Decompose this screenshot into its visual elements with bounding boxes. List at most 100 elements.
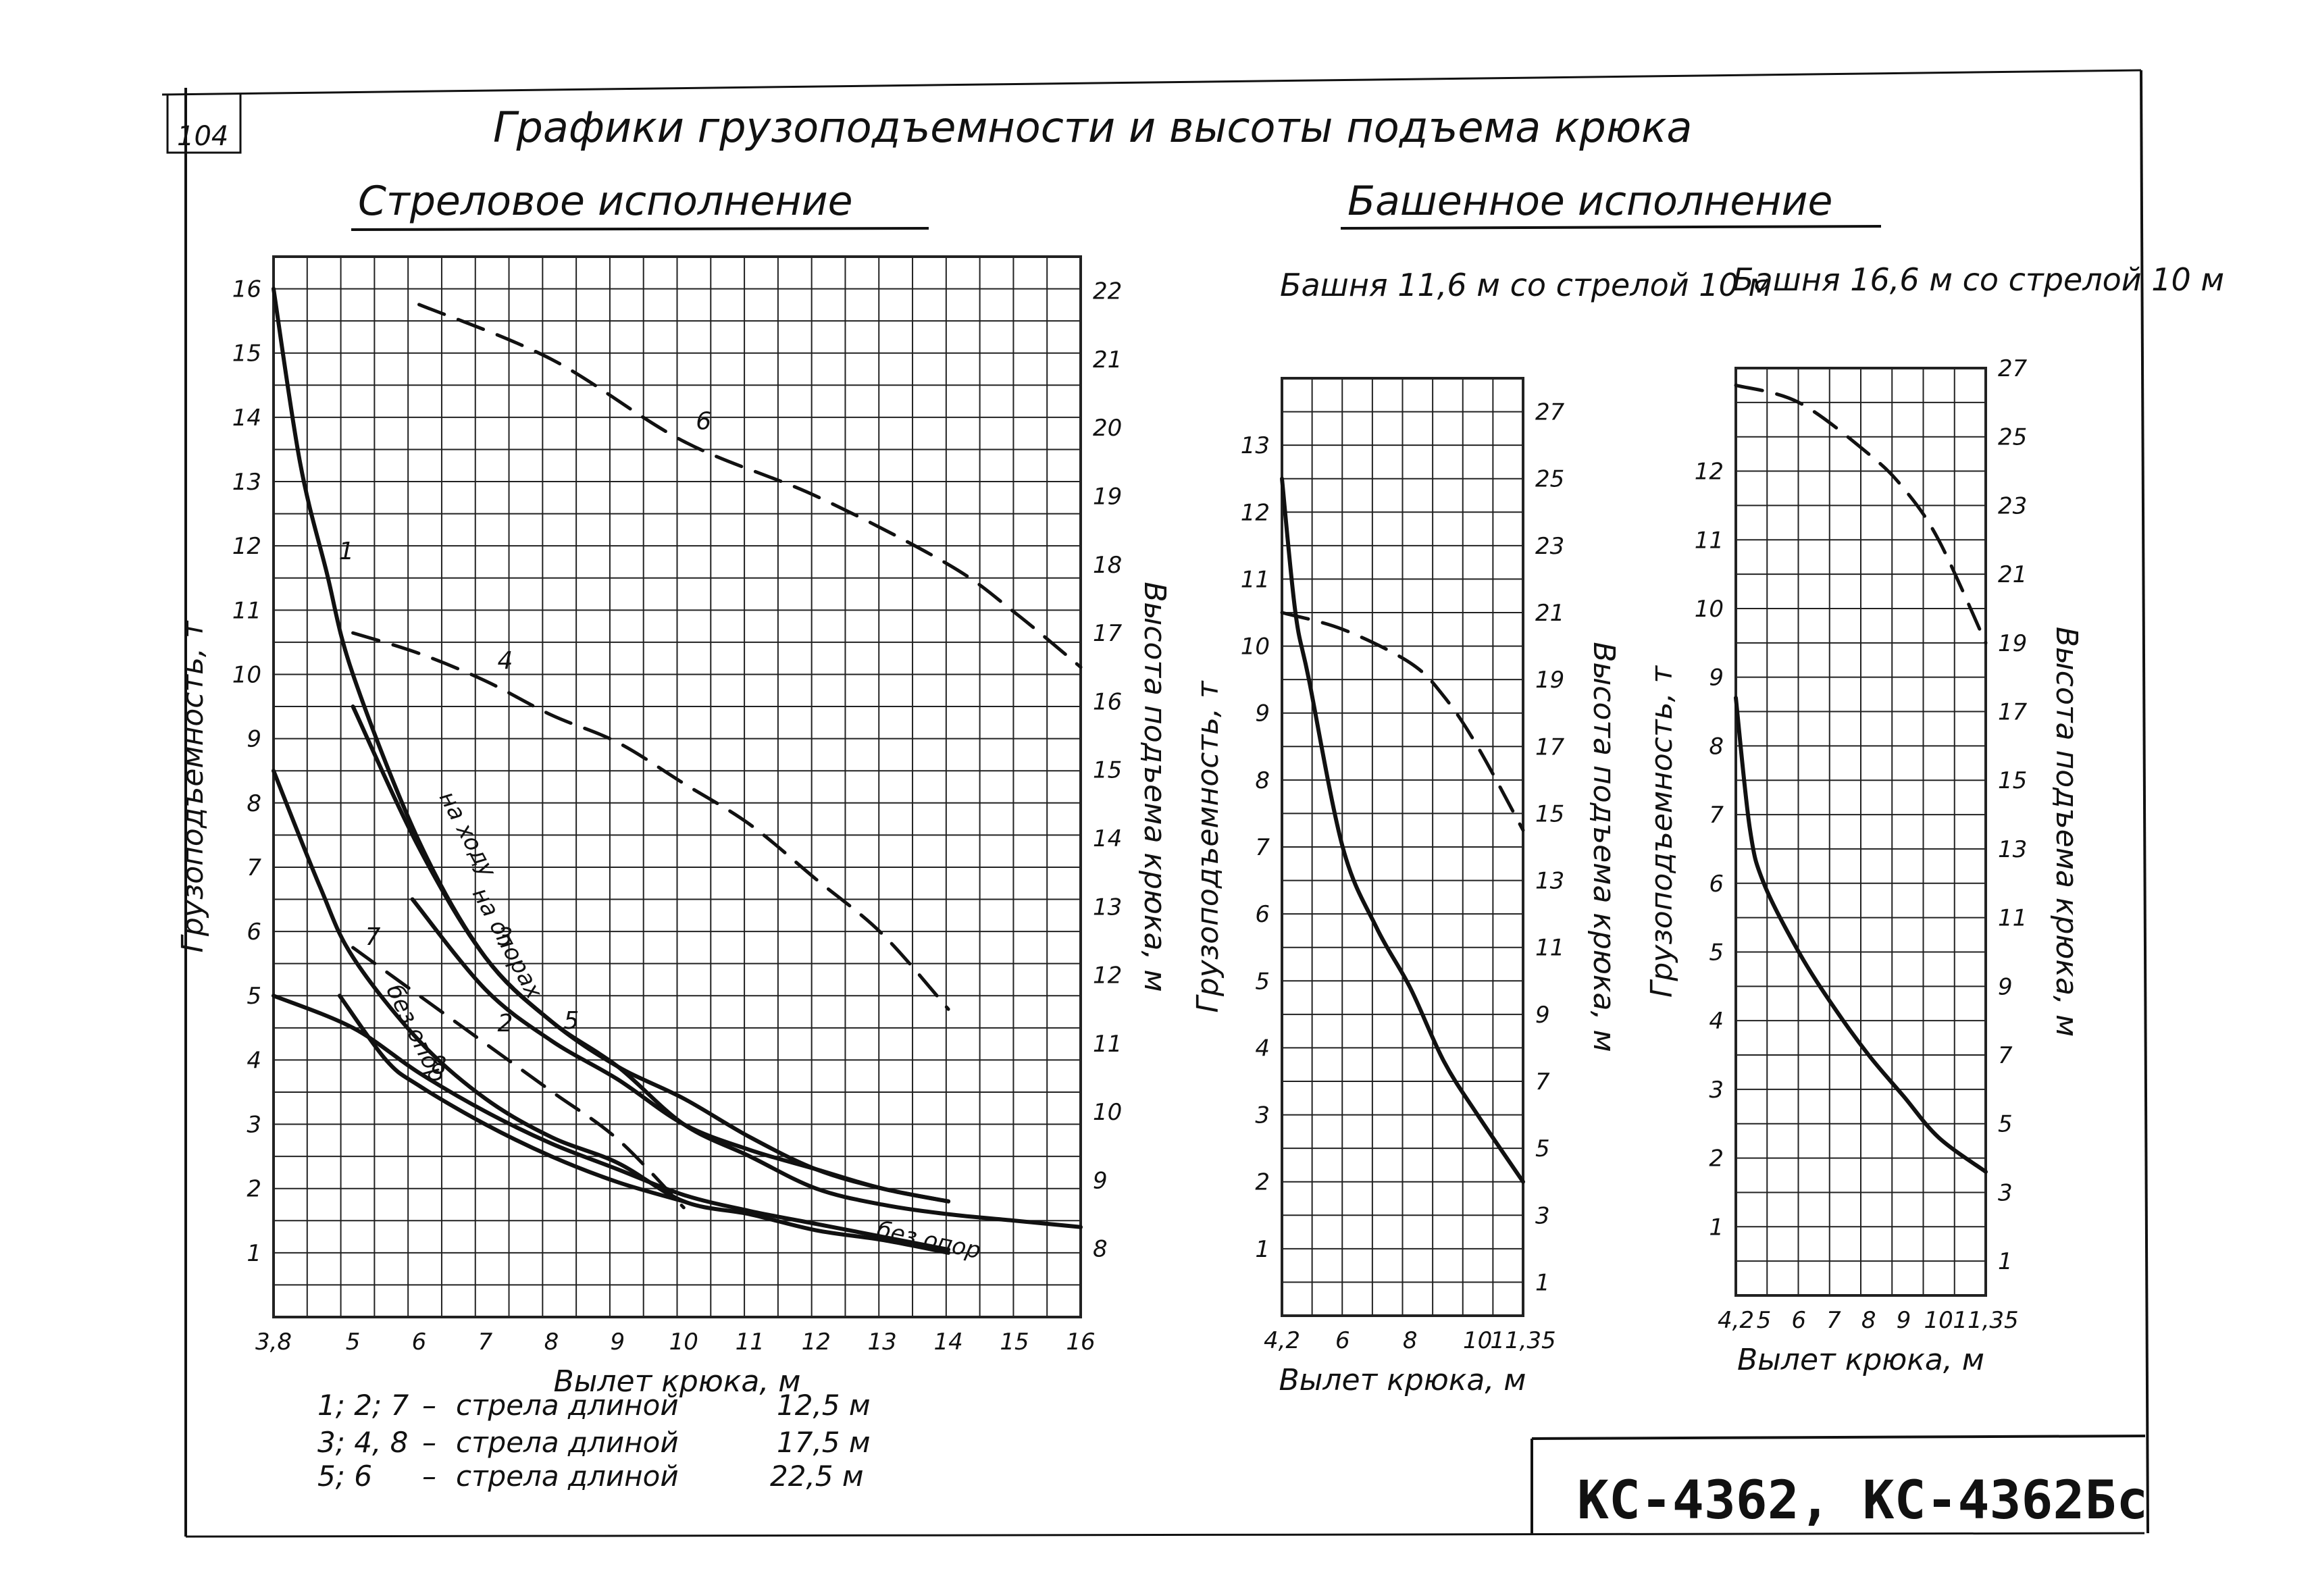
x-tick-label: 6 — [412, 1329, 427, 1356]
y2-tick-label: 21 — [1998, 561, 2027, 588]
x-tick-label: 8 — [1861, 1307, 1876, 1334]
y2-tick-label: 14 — [1093, 825, 1122, 852]
y2-tick-label: 15 — [1093, 757, 1122, 784]
y-tick-label: 12 — [1695, 459, 1724, 486]
y2-tick-label: 3 — [1998, 1179, 2013, 1206]
legend-entry: 5; 6 – стрела длиной 22,5 м — [317, 1460, 864, 1493]
tower-11-6-chart: 4,2 6 8 1011,351234567891011121313579111315… — [1191, 377, 1621, 1397]
grid — [1281, 377, 1524, 1317]
y2-tick-label: 9 — [1535, 1002, 1550, 1029]
y-tick-label: 8 — [247, 790, 261, 817]
y-tick-label: 1 — [1709, 1214, 1724, 1241]
y2-tick-label: 25 — [1535, 466, 1564, 493]
y-tick-label: 9 — [247, 726, 261, 753]
series-label: 7 — [365, 923, 381, 951]
model-stamp: КС-4362, КС-4362Бс — [1577, 1470, 2148, 1531]
y-tick-label: 7 — [247, 854, 261, 881]
x-tick-label: 12 — [802, 1329, 831, 1356]
series-line-высота-подъема — [1280, 611, 1525, 832]
y-tick-label: 4 — [1709, 1008, 1724, 1035]
y-tick-label: 8 — [1709, 733, 1724, 760]
y-tick-label: 3 — [1255, 1102, 1270, 1129]
series-line-высота-подъема — [1734, 383, 1988, 645]
y-tick-label: 11 — [1241, 566, 1270, 593]
y2-tick-label: 25 — [1998, 424, 2027, 451]
y2-tick-label: 22 — [1093, 278, 1122, 305]
y-tick-label: 6 — [1255, 901, 1270, 928]
series-line-6 — [417, 303, 1083, 669]
section-boom-title: Стреловое исполнение — [358, 178, 853, 225]
x-tick-label: 7 — [478, 1329, 493, 1356]
y-tick-label: 2 — [1255, 1169, 1270, 1196]
y2-tick-label: 13 — [1998, 836, 2027, 863]
legend-text: стрела длиной — [456, 1426, 679, 1459]
x-axis-label: Вылет крюка, м — [1279, 1363, 1526, 1397]
y2-tick-label: 10 — [1093, 1099, 1122, 1126]
y-axis-label: Грузоподъемность, т — [1645, 665, 1679, 998]
series-label: 6 — [696, 407, 711, 435]
legend-entry: 1; 2; 7 – стрела длиной 12,5 м — [317, 1389, 871, 1422]
section-tower-title: Башенное исполнение — [1347, 178, 1832, 225]
page-number: 104 — [177, 121, 228, 152]
y-tick-label: 10 — [1695, 596, 1724, 623]
x-tick-label: 16 — [1066, 1329, 1095, 1356]
y2-tick-label: 19 — [1535, 667, 1564, 694]
x-tick-label: 7 — [1826, 1307, 1841, 1334]
tower2-title-line1: Башня 16,6 м со стрелой 10 м — [1732, 261, 2224, 298]
y2-tick-label: 21 — [1535, 600, 1564, 627]
boom-legend: 1; 2; 7 – стрела длиной 12,5 м 3; 4, 8 –… — [317, 1389, 871, 1493]
legend-dash: – — [422, 1426, 436, 1459]
y2-tick-label: 8 — [1093, 1236, 1108, 1263]
series-label: 5 — [563, 1007, 579, 1035]
x-tick-label: 11,35 — [1490, 1327, 1555, 1354]
legend-dash: – — [422, 1389, 436, 1422]
y-tick-label: 15 — [232, 340, 261, 367]
plot-frame — [272, 255, 1082, 1318]
x-tick-label: 6 — [1791, 1307, 1806, 1334]
y-tick-label: 11 — [1695, 527, 1724, 554]
y2-axis-label: Высота подъема крюка, м — [1137, 582, 1172, 992]
y-tick-label: 14 — [232, 405, 261, 432]
y2-tick-label: 19 — [1093, 484, 1122, 511]
sheet-frame — [161, 69, 2149, 1538]
y2-tick-label: 5 — [1535, 1135, 1550, 1162]
y-tick-label: 9 — [1709, 665, 1724, 692]
y2-tick-label: 11 — [1998, 905, 2027, 932]
y-tick-label: 4 — [247, 1047, 261, 1074]
curve-annotation: без опор — [874, 1216, 983, 1265]
series-line-грузоподъемность — [1280, 476, 1525, 1184]
y-tick-label: 3 — [1709, 1077, 1724, 1104]
grid — [272, 255, 1082, 1318]
series-line-5 — [410, 897, 951, 1204]
x-tick-label: 9 — [611, 1329, 625, 1356]
y-tick-label: 2 — [247, 1176, 261, 1203]
y2-tick-label: 7 — [1535, 1069, 1550, 1096]
y-tick-label: 13 — [232, 469, 261, 496]
y2-tick-label: 7 — [1998, 1042, 2013, 1069]
x-axis-label: Вылет крюка, м — [554, 1364, 801, 1399]
x-tick-label: 14 — [933, 1329, 962, 1356]
x-tick-label: 4,2 — [1264, 1327, 1300, 1354]
x-tick-label: 8 — [544, 1329, 559, 1356]
y2-tick-label: 27 — [1535, 399, 1565, 426]
y2-tick-label: 17 — [1998, 699, 2028, 726]
x-tick-label: 4,2 — [1718, 1307, 1754, 1334]
x-tick-label: 11,35 — [1953, 1307, 2018, 1334]
x-tick-label: 6 — [1335, 1327, 1350, 1354]
y-tick-label: 12 — [1241, 499, 1270, 526]
legend-value: 22,5 м — [770, 1460, 864, 1493]
y2-tick-label: 17 — [1093, 620, 1123, 647]
series-label: 3 — [497, 923, 513, 951]
legend-dash: – — [422, 1460, 436, 1493]
y-tick-label: 8 — [1255, 767, 1270, 794]
y2-tick-label: 13 — [1535, 868, 1564, 895]
y2-tick-label: 1 — [1535, 1269, 1550, 1296]
series-line-7 — [272, 769, 951, 1255]
y-tick-label: 5 — [247, 983, 261, 1010]
y2-tick-label: 9 — [1093, 1167, 1108, 1194]
series-label: 1 — [338, 538, 354, 565]
x-tick-label: 10 — [1924, 1307, 1953, 1334]
y-tick-label: 4 — [1255, 1035, 1270, 1062]
legend-entry: 3; 4, 8 – стрела длиной 17,5 м — [317, 1426, 871, 1459]
